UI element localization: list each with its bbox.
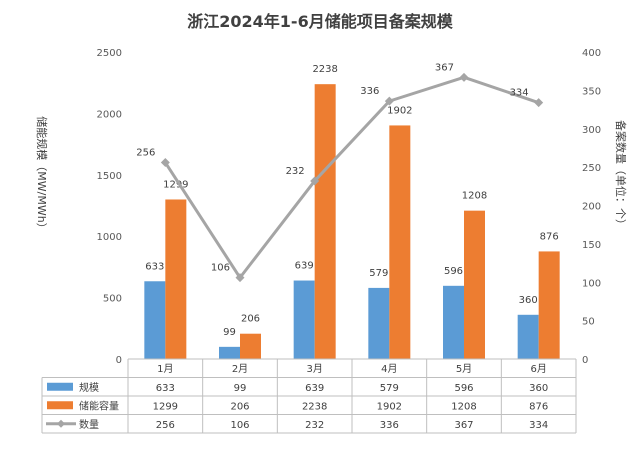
bar-data-label: 633 [145,261,164,272]
table-cell: 633 [156,383,175,394]
y2-tick-label: 400 [582,48,601,59]
y-tick-label: 500 [103,294,122,305]
count-data-label: 256 [136,148,155,159]
bar-data-label: 1299 [163,179,188,190]
y-tick-label: 1500 [97,171,122,182]
count-data-label: 367 [435,62,454,73]
bar-capacity [464,210,485,359]
table-cell: 1299 [153,401,178,412]
legend-entry: 规模 [79,381,99,394]
chart-title: 浙江2024年1-6月储能项目备案规模 [187,12,453,31]
y2-axis-title: 备案数量（单位：个） [614,120,628,230]
legend-marker [57,419,65,428]
legend-entry: 储能容量 [79,399,119,412]
bar-capacity [165,199,187,359]
y2-tick-label: 250 [582,163,601,174]
table-cell: 360 [529,383,548,394]
bar-data-label: 360 [519,295,538,306]
bar-data-label: 639 [295,261,314,272]
y2-tick-label: 200 [582,202,601,213]
count-data-label: 232 [286,166,305,177]
table-cell: 256 [156,420,175,431]
bar-group: 633 99 639 579 596 360 1299 206 2238 1902 1208 876 [144,64,560,360]
x-tick-label: 4月 [381,363,397,375]
bar-scale [219,346,240,359]
count-marker [235,273,245,283]
y-axis-title: 储能规模（MW/MWh） [35,116,49,233]
bar-data-label: 2238 [312,64,337,75]
y2-tick-label: 150 [582,240,601,251]
bar-data-label: 876 [540,231,559,242]
table-cell: 1208 [451,401,476,412]
table-cell: 1902 [377,401,402,412]
count-data-label: 106 [211,263,230,274]
count-data-label: 334 [510,88,529,99]
y-tick-label: 1000 [97,232,122,243]
bar-data-label: 1208 [462,191,487,202]
y2-tick-label: 0 [582,355,588,366]
y2-tick-label: 300 [582,125,601,136]
bar-capacity [314,84,336,360]
count-marker [384,96,394,106]
table-cell: 334 [529,420,548,431]
bar-capacity [240,333,261,359]
bar-capacity [389,125,411,359]
table-cell: 232 [305,420,324,431]
bar-scale [144,281,166,359]
y2-tick-label: 100 [582,278,601,289]
bar-scale [517,314,539,359]
table-cell: 106 [230,420,249,431]
y2-tick-label: 350 [582,86,601,97]
table-cell: 367 [454,420,473,431]
bar-scale [293,280,315,359]
table-cell: 336 [380,420,399,431]
x-tick-label: 1月 [157,363,173,375]
bar-capacity [538,251,560,359]
y-tick-label: 2500 [97,48,122,59]
count-marker [310,176,320,186]
y-tick-label: 0 [116,355,122,366]
y2-tick-label: 50 [582,317,595,328]
table-cell: 579 [380,383,399,394]
x-tick-label: 3月 [306,363,322,375]
legend-entry: 数量 [79,418,99,431]
bar-data-label: 579 [369,268,388,279]
y2-axis: 0 50 100 150 200 250 300 350 400 [582,48,601,366]
x-tick-label: 2月 [232,363,248,375]
count-marker [534,98,544,108]
table-cell: 99 [234,383,247,394]
table-cell: 876 [529,401,548,412]
table-cell: 639 [305,383,324,394]
table-cell: 2238 [302,401,327,412]
legend-swatch [47,401,73,410]
line-group: 256 106 232 336 367 334 [136,62,544,283]
bar-data-label: 596 [444,266,463,277]
x-tick-label: 5月 [456,363,472,375]
bar-scale [443,285,464,359]
table-cell: 596 [454,383,473,394]
table-cell: 206 [230,401,249,412]
bar-data-label: 1902 [387,105,412,116]
bar-data-label: 99 [223,327,236,338]
count-data-label: 336 [360,86,379,97]
count-marker [160,158,170,168]
x-tick-label: 6月 [530,363,546,375]
y-tick-label: 2000 [97,109,122,120]
bar-data-label: 206 [241,314,260,325]
count-line [164,75,540,280]
legend-swatch [47,382,73,391]
count-marker [459,72,469,82]
bar-scale [368,287,390,359]
